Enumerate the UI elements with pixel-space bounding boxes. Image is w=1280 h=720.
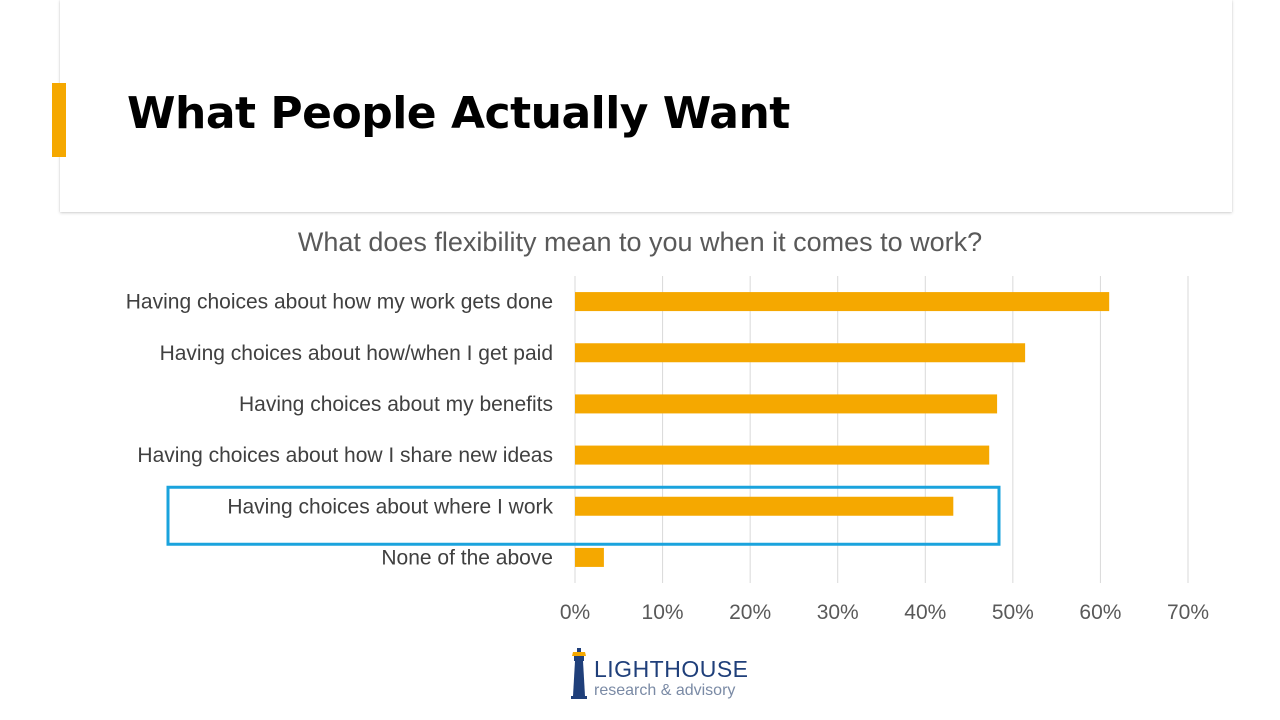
bar (575, 445, 990, 465)
x-tick-label: 50% (992, 601, 1034, 624)
x-tick-label: 20% (729, 601, 771, 624)
logo-name: LIGHTHOUSE (594, 656, 749, 682)
category-label: Having choices about how I share new ide… (137, 444, 553, 467)
x-tick-label: 40% (904, 601, 946, 624)
x-tick-label: 10% (642, 601, 684, 624)
title-card (60, 0, 1232, 212)
page-title: What People Actually Want (127, 88, 790, 139)
logo-tagline: research & advisory (594, 682, 736, 699)
x-tick-label: 60% (1079, 601, 1121, 624)
bar (575, 496, 954, 516)
category-label: Having choices about my benefits (239, 393, 553, 416)
title-accent-bar (52, 83, 66, 157)
chart-title: What does flexibility mean to you when i… (297, 227, 983, 257)
lighthouse-icon (571, 648, 587, 699)
x-tick-label: 70% (1167, 601, 1209, 624)
x-tick-label: 30% (817, 601, 859, 624)
bar (575, 343, 1026, 363)
category-label: Having choices about where I work (227, 495, 553, 518)
bar (575, 292, 1110, 312)
bar (575, 547, 604, 567)
bar (575, 394, 998, 414)
lighthouse-logo: LIGHTHOUSE research & advisory (568, 648, 748, 700)
category-label: Having choices about how my work gets do… (126, 291, 553, 314)
category-label: None of the above (381, 546, 553, 569)
x-tick-label: 0% (560, 601, 590, 624)
category-label: Having choices about how/when I get paid (160, 342, 553, 365)
highlight-box (166, 485, 1001, 546)
